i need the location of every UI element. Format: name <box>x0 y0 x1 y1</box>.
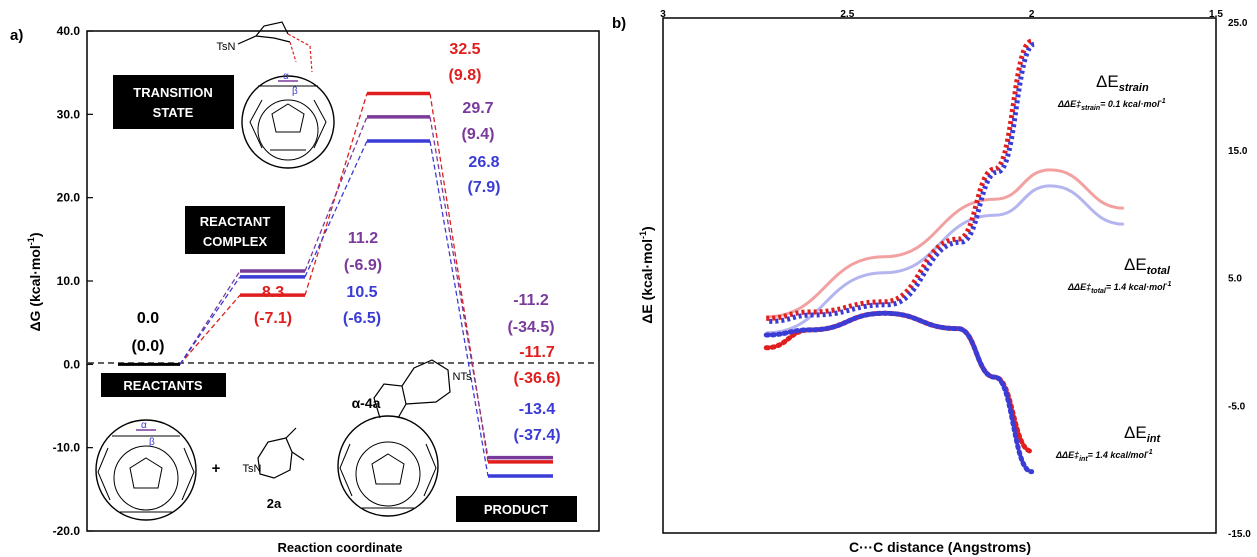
y-tick-label: 25.0 <box>1228 18 1248 29</box>
y-tick-label: -20.0 <box>53 524 81 538</box>
y-tick-label: 40.0 <box>57 24 81 38</box>
red-complex-value-label: 8.3 <box>262 284 284 301</box>
panel-b-x-axis-label: C···C distance (Angstroms) <box>849 539 1031 555</box>
svg-text:ΔΔE‡int= 1.4 kcal/mol-1: ΔΔE‡int= 1.4 kcal/mol-1 <box>1055 449 1153 463</box>
panel-b-x-axis: 3 2.5 2 1.5 <box>660 9 1223 20</box>
red-complex-sub-label: (-7.1) <box>254 310 292 327</box>
svg-text:β: β <box>149 437 155 448</box>
y-tick-label: 10.0 <box>57 274 81 288</box>
blue-connector <box>304 140 368 278</box>
blue-connector <box>429 140 489 477</box>
purple-ts-value-label: 29.7 <box>462 100 493 117</box>
svg-text:REACTANTS: REACTANTS <box>123 378 203 393</box>
product-box: PRODUCT <box>456 496 577 522</box>
blue-product-value-label: -13.4 <box>519 401 556 418</box>
svg-text:PRODUCT: PRODUCT <box>484 502 548 517</box>
panel-b-y-axis: 25.0 15.0 5.0 -5.0 -15.0 <box>1228 18 1251 540</box>
energy-profile-series: 0.0 (0.0) 8.3 (-7.1) 11.2 (-6.9) 10.5 (-6.5) 32.… <box>118 41 561 478</box>
svg-text:ΔEint: ΔEint <box>1124 423 1161 445</box>
strain-annotation: ΔEstrain ΔΔE‡strain= 0.1 kcal·mol-1 <box>1057 72 1166 112</box>
panel-b-frame <box>662 17 1217 534</box>
product-4a-label: α-4a <box>352 395 381 411</box>
svg-text:NTs: NTs <box>453 371 472 383</box>
fullerene-reactant-structure: α β <box>95 419 197 521</box>
purple-complex-sub-label: (-6.9) <box>344 257 382 274</box>
reactant-value-label: 0.0 <box>137 310 159 327</box>
panel-a-y-axis-label: ΔG (kcal·mol-1) <box>26 233 43 332</box>
panel-a-x-axis-label: Reaction coordinate <box>278 540 403 555</box>
svg-text:REACTANT: REACTANT <box>200 214 271 229</box>
panel-a-y-axis: 40.0 30.0 20.0 10.0 0.0 -10.0 -20.0 <box>53 24 93 538</box>
x-tick-label: 2 <box>1029 9 1035 20</box>
reactant-complex-box: REACTANT COMPLEX <box>185 206 285 254</box>
plus-sign: + <box>212 460 221 477</box>
purple-connector <box>304 116 368 272</box>
red-ts-value-label: 32.5 <box>449 41 480 58</box>
svg-text:TRANSITION: TRANSITION <box>133 85 212 100</box>
int-annotation: ΔEint ΔΔE‡int= 1.4 kcal/mol-1 <box>1055 423 1161 463</box>
reactant-sub-label: (0.0) <box>132 338 165 355</box>
int-blue-curve <box>763 310 1035 475</box>
red-connector <box>179 294 241 365</box>
purple-connector <box>429 116 489 458</box>
y-tick-label: 15.0 <box>1228 146 1248 157</box>
total-annotation: ΔEtotal ΔΔE‡total= 1.4 kcal·mol-1 <box>1067 255 1172 295</box>
strain-blue-curve <box>769 41 1036 324</box>
purple-product-sub-label: (-34.5) <box>507 319 554 336</box>
blue-ts-value-label: 26.8 <box>468 154 499 171</box>
panel-b-y-axis-label: ΔE (kcal·mol-1) <box>638 226 655 323</box>
product-4a-structure: α-4a NTs <box>337 359 472 517</box>
panel-b-label: b) <box>612 15 626 32</box>
purple-ts-sub-label: (9.4) <box>462 126 495 143</box>
svg-text:ΔEtotal: ΔEtotal <box>1124 255 1171 277</box>
total-red-curve <box>766 168 1124 319</box>
reactants-box: REACTANTS <box>101 373 226 397</box>
svg-text:ΔEstrain: ΔEstrain <box>1096 72 1149 94</box>
purple-product-value-label: -11.2 <box>513 292 549 309</box>
reagent-2a-label: 2a <box>267 496 282 511</box>
y-tick-label: 0.0 <box>63 357 80 371</box>
svg-text:α: α <box>283 71 289 82</box>
svg-text:STATE: STATE <box>153 105 194 120</box>
y-tick-label: 20.0 <box>57 191 81 205</box>
x-tick-label: 1.5 <box>1209 9 1223 20</box>
transition-state-box: TRANSITION STATE <box>113 75 234 129</box>
panel-b: b) 3 2.5 2 1.5 25.0 15.0 5.0 -5.0 -15.0 C···C d… <box>612 9 1251 555</box>
y-tick-label: 30.0 <box>57 107 81 121</box>
blue-ts-sub-label: (7.9) <box>468 179 501 196</box>
blue-product-sub-label: (-37.4) <box>513 427 560 444</box>
blue-complex-sub-label: (-6.5) <box>343 310 381 327</box>
y-tick-label: -5.0 <box>1228 401 1246 412</box>
int-red-curve <box>763 310 1035 454</box>
blue-complex-value-label: 10.5 <box>346 284 377 301</box>
y-tick-label: -15.0 <box>1228 529 1251 540</box>
reagent-2a-structure: TsN 2a <box>243 427 305 511</box>
svg-text:COMPLEX: COMPLEX <box>203 234 268 249</box>
panel-a-label: a) <box>10 27 23 44</box>
blue-connector <box>179 276 241 365</box>
svg-text:β: β <box>292 86 298 97</box>
decomposition-curves <box>763 38 1124 475</box>
svg-text:TsN: TsN <box>217 41 236 53</box>
svg-text:TsN: TsN <box>243 463 262 475</box>
red-product-value-label: -11.7 <box>519 344 555 361</box>
strain-red-curve <box>766 38 1033 321</box>
y-tick-label: 5.0 <box>1228 274 1242 285</box>
x-tick-label: 3 <box>660 9 666 20</box>
panel-a: a) 40.0 30.0 20.0 10.0 0.0 -10.0 -20.0 Reactio… <box>10 21 600 555</box>
red-connector <box>429 93 489 462</box>
transition-state-structure: α β TsN <box>217 21 335 169</box>
red-product-sub-label: (-36.6) <box>513 370 560 387</box>
svg-text:α: α <box>141 420 147 431</box>
x-tick-label: 2.5 <box>840 9 854 20</box>
red-ts-sub-label: (9.8) <box>449 67 482 84</box>
svg-text:ΔΔE‡total= 1.4 kcal·mol-1: ΔΔE‡total= 1.4 kcal·mol-1 <box>1067 281 1172 295</box>
y-tick-label: -10.0 <box>53 441 81 455</box>
purple-complex-value-label: 11.2 <box>348 230 378 247</box>
svg-text:ΔΔE‡strain= 0.1 kcal·mol-1: ΔΔE‡strain= 0.1 kcal·mol-1 <box>1057 98 1166 112</box>
